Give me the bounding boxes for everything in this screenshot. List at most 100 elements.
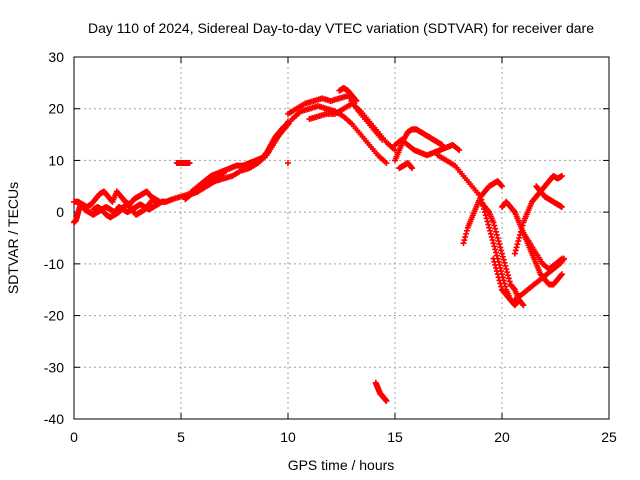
data-point [504, 272, 511, 279]
data-point [456, 147, 463, 154]
data-point [495, 274, 502, 281]
data-point [519, 301, 526, 308]
data-point [493, 249, 500, 256]
data-point [153, 200, 160, 207]
data-point [500, 256, 507, 263]
series-late-descent-b [460, 178, 505, 247]
data-point [486, 224, 493, 231]
data-point [488, 233, 495, 240]
y-tick-label: 10 [48, 152, 64, 168]
y-tick-label: -40 [44, 411, 64, 427]
data-point [505, 275, 512, 282]
data-point [510, 208, 517, 215]
data-point [491, 258, 498, 265]
data-point [461, 237, 468, 244]
data-point [519, 222, 526, 229]
data-point [495, 238, 502, 245]
data-point [487, 230, 494, 237]
data-point [558, 272, 565, 279]
data-point [558, 271, 565, 278]
series-arc-15-17-b [392, 136, 463, 159]
plot-frame [73, 56, 610, 420]
data-point [268, 142, 275, 149]
data-point [490, 255, 497, 262]
data-point [498, 247, 505, 254]
data-points [71, 85, 568, 404]
series-ridge-b [285, 92, 386, 143]
y-tick-label: -10 [44, 256, 64, 272]
y-tick-label: -20 [44, 308, 64, 324]
data-point [512, 247, 519, 254]
series-outlier-low [372, 379, 390, 404]
data-point [499, 253, 506, 260]
data-point [558, 255, 565, 262]
data-point [463, 230, 470, 237]
data-point [518, 225, 525, 232]
chart-title: Day 110 of 2024, Sidereal Day-to-day VTE… [88, 20, 594, 36]
data-point [520, 302, 527, 309]
data-point [493, 252, 500, 259]
data-point [154, 201, 161, 208]
data-point [493, 268, 500, 275]
series-arc-15-17-a [392, 126, 446, 164]
data-point [511, 250, 518, 257]
series-segment-4-5 [173, 160, 193, 167]
data-point [493, 231, 500, 238]
data-point [285, 121, 291, 128]
y-tick-label: 20 [48, 101, 64, 117]
data-point [497, 244, 504, 251]
x-tick-label: 25 [601, 429, 617, 445]
data-point [492, 261, 499, 268]
data-point [482, 212, 489, 219]
series-ridge-a [263, 103, 390, 167]
data-point [503, 266, 510, 273]
data-point [270, 139, 277, 146]
data-point [499, 183, 505, 190]
data-point [494, 271, 501, 278]
grid [74, 57, 609, 419]
data-point [499, 250, 505, 257]
data-point [463, 227, 470, 234]
data-point [409, 165, 416, 172]
data-point [497, 280, 504, 287]
data-point [383, 397, 390, 404]
data-point [492, 225, 499, 232]
x-axis-label: GPS time / hours [288, 457, 395, 473]
series-segment-6-7 [182, 170, 227, 203]
data-point [501, 259, 508, 266]
data-point [516, 235, 523, 241]
series-early-cluster-b [71, 188, 163, 210]
data-point [494, 235, 501, 241]
data-point [483, 215, 490, 222]
data-point [220, 170, 227, 177]
series-arc-15-17-c [396, 160, 416, 172]
data-point [485, 208, 492, 215]
data-point [502, 262, 509, 269]
data-point [513, 244, 520, 251]
y-tick-label: 0 [56, 204, 64, 220]
data-point [558, 172, 565, 179]
x-tick-label: 15 [387, 429, 403, 445]
data-point [383, 160, 390, 167]
data-point [462, 233, 469, 240]
series-ridge-d [336, 85, 360, 104]
data-point [352, 96, 359, 103]
data-point [353, 97, 360, 104]
x-tick-label: 10 [280, 429, 296, 445]
data-point [496, 277, 503, 284]
data-point [487, 227, 494, 234]
data-point [285, 160, 291, 167]
data-point [267, 146, 274, 153]
data-point [493, 228, 500, 235]
data-point [485, 221, 492, 228]
data-point [489, 237, 496, 244]
data-point [263, 152, 270, 159]
data-point [515, 238, 522, 245]
data-point [496, 241, 503, 248]
data-point [498, 182, 505, 189]
data-point [490, 219, 497, 226]
data-point [460, 240, 467, 247]
data-point [492, 246, 499, 253]
data-point [491, 222, 498, 229]
x-tick-label: 0 [70, 429, 78, 445]
